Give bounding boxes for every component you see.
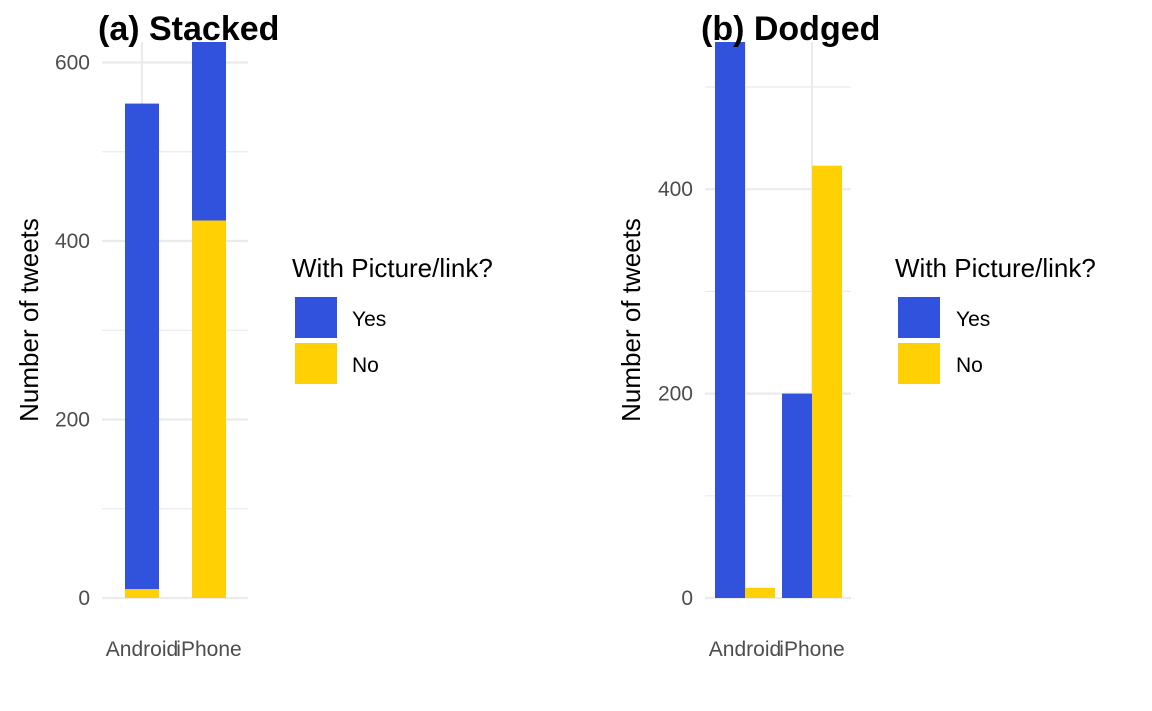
chart-title: (b) Dodged xyxy=(701,10,880,48)
bar-no-android xyxy=(745,587,775,598)
y-axis-label: Number of tweets xyxy=(616,218,646,422)
legend: With Picture/link? Yes No xyxy=(895,253,1096,384)
y-tick-label: 400 xyxy=(55,230,90,253)
legend-key-no xyxy=(295,343,337,384)
bar-yes-android xyxy=(125,103,159,590)
legend-label-no: No xyxy=(352,354,379,377)
x-tick-label: Android xyxy=(709,638,781,661)
y-tick-label: 0 xyxy=(78,587,90,610)
y-axis-label: Number of tweets xyxy=(14,218,44,422)
x-tick-label: Android xyxy=(106,638,178,661)
y-tick-labels: 0 200 400 xyxy=(658,178,693,610)
y-tick-label: 0 xyxy=(681,587,693,610)
legend-title: With Picture/link? xyxy=(292,253,493,283)
y-tick-label: 400 xyxy=(658,178,693,201)
legend-label-yes: Yes xyxy=(352,308,386,331)
bars xyxy=(715,42,842,598)
bar-no-iphone xyxy=(192,220,226,599)
y-tick-label: 200 xyxy=(55,409,90,432)
legend-key-no xyxy=(898,343,940,384)
x-tick-label: iPhone xyxy=(779,638,844,661)
chart-title: (a) Stacked xyxy=(98,10,279,48)
legend-key-yes xyxy=(898,297,940,338)
y-tick-label: 600 xyxy=(55,52,90,75)
x-tick-label: iPhone xyxy=(176,638,241,661)
legend-key-yes xyxy=(295,297,337,338)
bar-no-iphone xyxy=(812,165,842,598)
y-tick-label: 200 xyxy=(658,383,693,406)
legend-label-yes: Yes xyxy=(956,308,990,331)
grid-lines xyxy=(102,42,248,600)
legend-label-no: No xyxy=(956,354,983,377)
bar-no-android xyxy=(125,589,159,598)
bar-yes-iphone xyxy=(782,393,812,598)
bar-yes-iphone xyxy=(192,42,226,221)
y-tick-labels: 0 200 400 600 xyxy=(55,52,90,610)
legend-title: With Picture/link? xyxy=(895,253,1096,283)
bar-yes-android xyxy=(715,42,745,598)
bars xyxy=(125,42,226,599)
legend: With Picture/link? Yes No xyxy=(292,253,493,384)
